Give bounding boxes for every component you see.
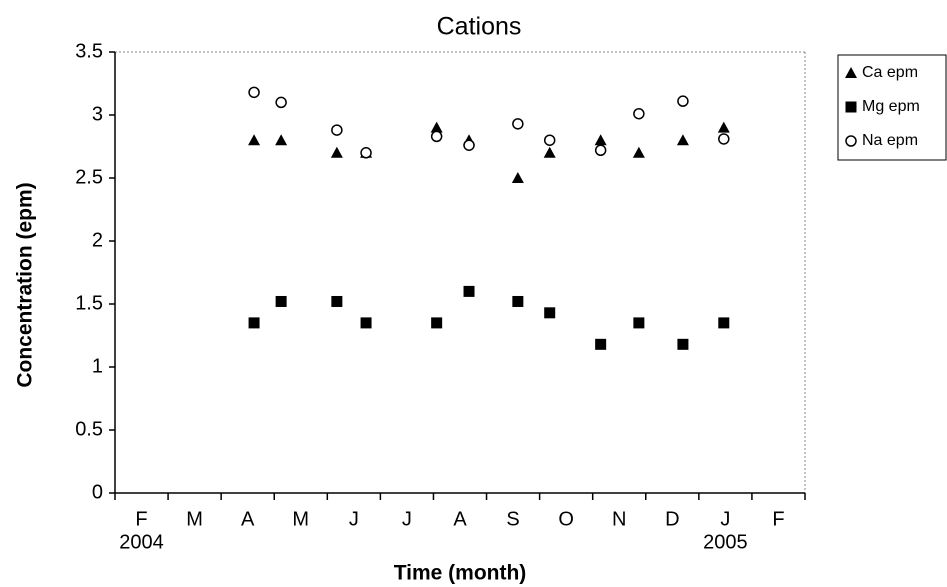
legend-label: Na epm — [862, 132, 918, 149]
y-tick-label: 0.5 — [75, 418, 103, 440]
square-marker — [544, 307, 556, 319]
x-tick-label: M — [292, 508, 309, 530]
circle-marker — [543, 134, 556, 146]
square-marker — [633, 317, 645, 329]
y-tick-label: 1.5 — [75, 292, 103, 314]
legend-label: Ca epm — [862, 64, 918, 81]
square-marker — [248, 317, 260, 329]
triangle-marker — [845, 67, 857, 78]
x-tick-label: F — [135, 508, 147, 530]
x-tick-label: S — [506, 508, 519, 530]
y-tick-label: 3.5 — [75, 40, 103, 62]
x-axis-title: Time (month) — [394, 562, 527, 585]
circle-marker — [331, 124, 343, 136]
triangle-marker — [430, 121, 443, 133]
y-tick-label: 2 — [92, 229, 103, 251]
circle-marker — [512, 118, 524, 130]
x-year-label: 2005 — [703, 531, 748, 553]
circle-marker — [248, 86, 260, 99]
y-tick-label: 1 — [92, 355, 103, 377]
circle-marker — [845, 135, 857, 147]
square-marker — [360, 317, 372, 329]
square-marker — [845, 101, 857, 113]
square-marker — [677, 338, 689, 350]
square-marker — [512, 295, 524, 307]
triangle-marker — [717, 121, 730, 133]
square-marker — [275, 295, 287, 307]
circle-marker — [633, 107, 645, 120]
chart-title: Cations — [437, 13, 522, 41]
square-marker — [595, 338, 607, 350]
legend: Ca epm Mg epm Na epm — [845, 64, 920, 149]
triangle-marker — [632, 146, 645, 158]
circle-marker — [677, 95, 689, 107]
x-tick-label: A — [453, 508, 467, 530]
y-tick-label: 3 — [92, 103, 103, 125]
square-marker — [718, 317, 730, 329]
circle-marker — [463, 139, 475, 151]
triangle-marker — [594, 134, 607, 146]
triangle-marker — [248, 134, 261, 146]
circle-marker — [360, 147, 372, 159]
circle-marker — [718, 133, 730, 145]
triangle-marker — [330, 146, 343, 158]
circle-marker — [275, 96, 287, 109]
triangle-marker — [676, 134, 689, 146]
square-marker — [331, 295, 343, 307]
circle-marker — [430, 130, 443, 143]
x-tick-label: F — [772, 508, 784, 530]
y-tick-label: 0 — [92, 481, 103, 503]
x-tick-label: M — [186, 508, 203, 530]
x-tick-label: A — [241, 508, 255, 530]
x-tick-label: D — [665, 508, 679, 530]
square-marker — [431, 317, 443, 329]
x-year-label: 2004 — [119, 531, 164, 553]
triangle-marker — [543, 146, 556, 158]
x-tick-label: O — [558, 508, 574, 530]
y-tick-label: 2.5 — [75, 166, 103, 188]
x-tick-label: J — [720, 508, 730, 530]
triangle-marker — [511, 172, 524, 183]
x-tick-label: J — [402, 508, 412, 530]
triangle-marker — [275, 134, 288, 146]
y-axis-title: Concentration (epm) — [14, 182, 37, 387]
circle-marker — [594, 144, 607, 157]
square-marker — [463, 285, 475, 297]
x-tick-label: N — [612, 508, 626, 530]
x-tick-label: J — [349, 508, 359, 530]
legend-label: Mg epm — [862, 98, 920, 115]
